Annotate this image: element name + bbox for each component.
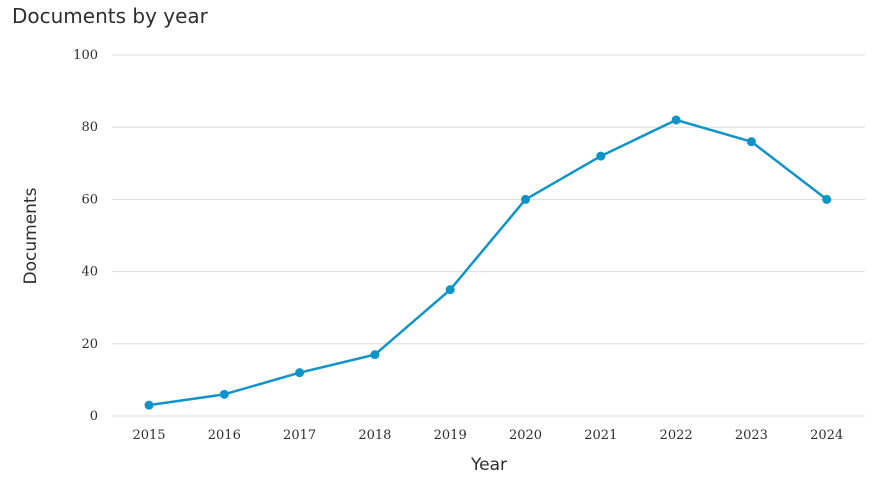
x-tick-label: 2020: [509, 428, 542, 443]
data-points: [144, 115, 832, 410]
y-axis-tick-labels: 0 20 40 60 80 100: [73, 48, 98, 424]
x-tick-label: 2017: [283, 428, 316, 443]
x-tick-label: 2021: [584, 428, 617, 443]
x-tick-label: 2024: [810, 428, 843, 443]
y-tick-label: 0: [90, 409, 98, 424]
x-axis-title: Year: [470, 455, 507, 475]
grid-lines: [112, 54, 865, 417]
y-axis-title: Documents: [21, 187, 41, 284]
data-point: [219, 389, 229, 399]
data-point: [671, 115, 681, 125]
x-tick-label: 2015: [132, 428, 165, 443]
y-tick-label: 100: [73, 48, 98, 63]
data-point: [295, 368, 305, 378]
data-point: [596, 151, 606, 161]
x-tick-label: 2023: [735, 428, 768, 443]
data-point: [370, 350, 380, 360]
y-tick-label: 80: [81, 120, 98, 135]
data-point: [521, 194, 530, 204]
y-tick-label: 60: [81, 192, 98, 207]
data-point: [746, 137, 756, 147]
x-tick-label: 2022: [660, 428, 693, 443]
x-tick-label: 2018: [358, 428, 391, 443]
chart-title: Documents by year: [12, 4, 208, 28]
data-point: [822, 194, 832, 204]
x-tick-label: 2016: [208, 428, 241, 443]
x-axis-tick-labels: 2015 2016 2017 2018 2019 2020 2021 2022 2023 2024: [132, 428, 843, 443]
x-tick-label: 2019: [434, 428, 467, 443]
y-tick-label: 20: [81, 337, 98, 352]
data-point: [144, 400, 154, 410]
data-point: [445, 285, 455, 295]
y-tick-label: 40: [81, 265, 98, 280]
series-line: [147, 118, 828, 407]
